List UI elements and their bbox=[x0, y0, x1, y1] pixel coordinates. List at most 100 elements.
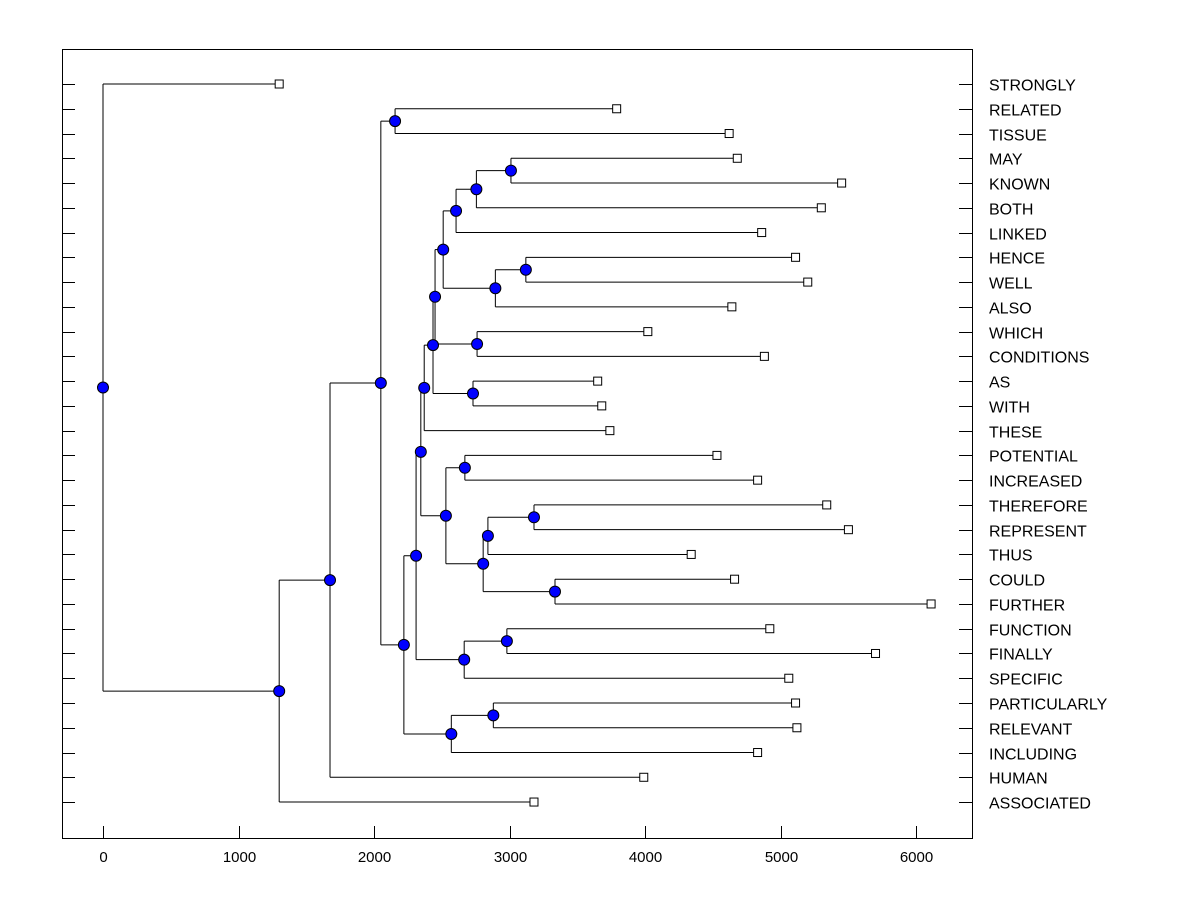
merge-node bbox=[481, 529, 494, 542]
leaf-label: WELL bbox=[989, 276, 1033, 293]
leaf-marker-strongly bbox=[274, 79, 284, 89]
leaf-marker-hence bbox=[791, 252, 801, 262]
merge-node bbox=[445, 727, 458, 740]
x-tick-label: 6000 bbox=[900, 849, 933, 866]
leaf-marker-specific bbox=[784, 673, 794, 683]
merge-node bbox=[466, 387, 479, 400]
leaf-label: FURTHER bbox=[989, 598, 1065, 615]
merge-node bbox=[389, 115, 402, 128]
merge-node bbox=[439, 509, 452, 522]
leaf-marker-may bbox=[732, 153, 742, 163]
leaf-marker-both bbox=[816, 203, 826, 213]
leaf-label: HENCE bbox=[989, 251, 1045, 268]
leaf-marker-linked bbox=[757, 228, 767, 238]
leaf-label: PARTICULARLY bbox=[989, 697, 1108, 714]
leaf-label: HUMAN bbox=[989, 771, 1048, 788]
leaf-marker-these bbox=[605, 426, 615, 436]
leaf-marker-including bbox=[753, 748, 763, 758]
leaf-label: BOTH bbox=[989, 202, 1033, 219]
x-tick-label: 5000 bbox=[765, 849, 798, 866]
merge-node bbox=[427, 339, 440, 352]
leaf-marker-related bbox=[612, 104, 622, 114]
leaf-marker-finally bbox=[871, 648, 881, 658]
merge-node bbox=[458, 461, 471, 474]
leaf-marker-with bbox=[597, 401, 607, 411]
leaf-marker-well bbox=[803, 277, 813, 287]
leaf-marker-tissue bbox=[724, 129, 734, 139]
leaf-label: INCLUDING bbox=[989, 747, 1077, 764]
merge-node bbox=[548, 585, 561, 598]
leaf-label: INCREASED bbox=[989, 474, 1082, 491]
merge-node bbox=[519, 263, 532, 276]
leaf-marker-could bbox=[730, 574, 740, 584]
merge-node bbox=[397, 638, 410, 651]
leaf-label: THEREFORE bbox=[989, 499, 1088, 516]
leaf-marker-represent bbox=[843, 525, 853, 535]
leaf-label: ALSO bbox=[989, 301, 1032, 318]
leaf-marker-potential bbox=[712, 450, 722, 460]
merge-node bbox=[418, 381, 431, 394]
leaf-label: TISSUE bbox=[989, 128, 1047, 145]
merge-node bbox=[450, 204, 463, 217]
leaf-label: STRONGLY bbox=[989, 78, 1076, 95]
x-tick-label: 4000 bbox=[629, 849, 662, 866]
leaf-label: AS bbox=[989, 375, 1010, 392]
dendrogram-nodes bbox=[97, 79, 936, 807]
leaf-marker-also bbox=[727, 302, 737, 312]
merge-node bbox=[500, 635, 513, 648]
leaf-label: THUS bbox=[989, 548, 1033, 565]
leaf-label: WHICH bbox=[989, 326, 1043, 343]
leaf-labels: STRONGLY RELATED TISSUE MAY KNOWN BOTH LINKED H… bbox=[989, 78, 1108, 813]
leaf-marker-known bbox=[837, 178, 847, 188]
leaf-label: RELEVANT bbox=[989, 722, 1073, 739]
merge-node bbox=[97, 381, 109, 394]
x-tick-label: 3000 bbox=[494, 849, 527, 866]
merge-node bbox=[414, 445, 427, 458]
leaf-label: FINALLY bbox=[989, 647, 1053, 664]
leaf-label: ASSOCIATED bbox=[989, 796, 1091, 813]
merge-node bbox=[504, 164, 517, 177]
x-tick-label: 0 bbox=[99, 849, 107, 866]
merge-node bbox=[437, 243, 450, 256]
leaf-label: SPECIFIC bbox=[989, 672, 1063, 689]
leaf-marker-increased bbox=[753, 475, 763, 485]
leaf-label: FUNCTION bbox=[989, 623, 1072, 640]
merge-node bbox=[429, 290, 442, 303]
merge-node bbox=[487, 709, 500, 722]
leaf-marker-therefore bbox=[822, 500, 832, 510]
merge-node bbox=[410, 549, 423, 562]
leaf-label: COULD bbox=[989, 573, 1045, 590]
merge-node bbox=[489, 282, 502, 295]
leaf-marker-which bbox=[643, 327, 653, 337]
merge-node bbox=[470, 183, 483, 196]
leaf-label: POTENTIAL bbox=[989, 449, 1078, 466]
leaf-marker-relevant bbox=[792, 723, 802, 733]
merge-node bbox=[527, 511, 540, 524]
plot-frame bbox=[62, 49, 973, 839]
merge-node bbox=[374, 376, 387, 389]
merge-node bbox=[324, 574, 337, 587]
leaf-label: LINKED bbox=[989, 227, 1047, 244]
leaf-marker-further bbox=[926, 599, 936, 609]
leaf-marker-function bbox=[765, 624, 775, 634]
x-tick-label: 1000 bbox=[223, 849, 256, 866]
leaf-label: WITH bbox=[989, 400, 1030, 417]
merge-node bbox=[477, 557, 490, 570]
leaf-label: REPRESENT bbox=[989, 524, 1087, 541]
merge-node bbox=[471, 337, 484, 350]
leaf-marker-thus bbox=[686, 549, 696, 559]
leaf-marker-associated bbox=[529, 797, 539, 807]
dendrogram-links bbox=[102, 83, 932, 803]
leaf-label: RELATED bbox=[989, 103, 1062, 120]
leaf-marker-as bbox=[593, 376, 603, 386]
leaf-label: MAY bbox=[989, 152, 1023, 169]
leaf-label: THESE bbox=[989, 425, 1042, 442]
merge-node bbox=[458, 653, 471, 666]
leaf-marker-particularly bbox=[791, 698, 801, 708]
leaf-label: CONDITIONS bbox=[989, 350, 1089, 367]
merge-node bbox=[273, 685, 286, 698]
leaf-marker-human bbox=[639, 772, 649, 782]
leaf-marker-conditions bbox=[759, 351, 769, 361]
axis-ticks: 0 1000 2000 3000 4000 5000 6000 bbox=[62, 84, 972, 866]
